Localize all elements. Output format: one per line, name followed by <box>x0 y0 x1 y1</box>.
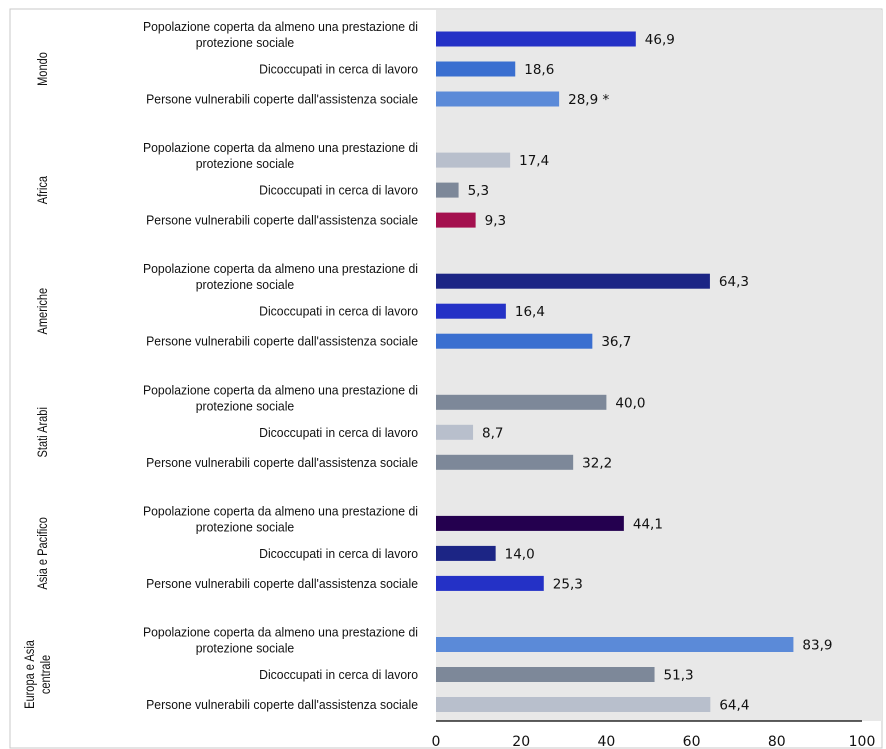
bar <box>436 303 506 319</box>
x-tick-label: 80 <box>768 734 786 749</box>
x-tick-label: 20 <box>512 734 530 749</box>
x-tick-label: 100 <box>849 734 876 749</box>
bar <box>436 545 496 561</box>
bar-value-label: 28,9 * <box>568 92 609 108</box>
x-tick-label: 60 <box>683 734 701 749</box>
x-tick-label: 40 <box>597 734 615 749</box>
bar <box>436 454 574 470</box>
category-label: Popolazione coperta da almeno una presta… <box>143 383 418 397</box>
bar-value-label: 51,3 <box>664 668 694 684</box>
bar <box>436 667 655 682</box>
bar-value-label: 16,4 <box>515 304 545 320</box>
bar <box>436 424 474 440</box>
plot-area <box>436 10 882 721</box>
bar <box>436 212 476 228</box>
category-label: Popolazione coperta da almeno una presta… <box>143 262 418 276</box>
category-label: Dicoccupati in cerca di lavoro <box>259 304 418 318</box>
category-label: protezione sociale <box>196 399 294 413</box>
category-label: protezione sociale <box>196 641 294 655</box>
bar <box>436 91 560 107</box>
category-label: Persone vulnerabili coperte dall'assiste… <box>146 213 418 227</box>
bar-value-label: 18,6 <box>524 62 554 78</box>
category-label: Dicoccupati in cerca di lavoro <box>259 183 418 197</box>
bar <box>436 575 544 591</box>
bar <box>436 515 624 531</box>
bar-value-label: 64,3 <box>719 274 749 290</box>
x-tick-label: 0 <box>432 734 441 749</box>
group-label-line: Europa e Asia <box>22 640 37 709</box>
bar-value-label: 32,2 <box>582 455 612 471</box>
group-label: Europa e Asiacentrale <box>22 640 53 709</box>
bar <box>436 61 516 77</box>
bar-value-label: 64,4 <box>719 698 749 714</box>
bar-value-label: 40,0 <box>615 395 645 411</box>
bar-value-label: 14,0 <box>505 546 535 562</box>
bar <box>436 182 459 198</box>
category-label: Dicoccupati in cerca di lavoro <box>259 425 418 439</box>
bar <box>436 697 711 712</box>
bar <box>436 637 794 652</box>
bar-value-label: 83,9 <box>802 638 832 654</box>
group-label: Americhe <box>35 288 50 335</box>
category-label: Dicoccupati in cerca di lavoro <box>259 668 418 682</box>
category-label: Persone vulnerabili coperte dall'assiste… <box>146 92 418 106</box>
category-label: Dicoccupati in cerca di lavoro <box>259 547 418 561</box>
bar-value-label: 44,1 <box>633 516 663 532</box>
group-label: Mondo <box>35 52 50 86</box>
bar-value-label: 8,7 <box>482 425 503 441</box>
bar-value-label: 36,7 <box>601 334 631 350</box>
bar-value-label: 17,4 <box>519 153 549 169</box>
category-label: Dicoccupati in cerca di lavoro <box>259 62 418 76</box>
bar <box>436 31 636 47</box>
group-label: Africa <box>35 176 50 204</box>
bar <box>436 333 593 349</box>
category-label: Persone vulnerabili coperte dall'assiste… <box>146 334 418 348</box>
category-label: Persone vulnerabili coperte dall'assiste… <box>146 577 418 591</box>
group-label-line: centrale <box>38 655 53 694</box>
category-label: Persone vulnerabili coperte dall'assiste… <box>146 698 418 712</box>
group-label: Asia e Pacifico <box>35 517 50 590</box>
bar-value-label: 46,9 <box>645 32 675 48</box>
bar <box>436 273 710 289</box>
category-label: Popolazione coperta da almeno una presta… <box>143 20 418 34</box>
category-label: protezione sociale <box>196 36 294 50</box>
bar-value-label: 25,3 <box>553 576 583 592</box>
category-label: Popolazione coperta da almeno una presta… <box>143 625 418 639</box>
category-label: Popolazione coperta da almeno una presta… <box>143 141 418 155</box>
bar <box>436 152 511 168</box>
bar-value-label: 9,3 <box>485 213 506 229</box>
category-label: protezione sociale <box>196 157 294 171</box>
category-label: Popolazione coperta da almeno una presta… <box>143 504 418 518</box>
category-label: protezione sociale <box>196 278 294 292</box>
category-label: protezione sociale <box>196 520 294 534</box>
category-label: Persone vulnerabili coperte dall'assiste… <box>146 455 418 469</box>
bar <box>436 394 607 410</box>
bar-value-label: 5,3 <box>468 183 489 199</box>
group-label: Stati Arabi <box>35 407 50 457</box>
